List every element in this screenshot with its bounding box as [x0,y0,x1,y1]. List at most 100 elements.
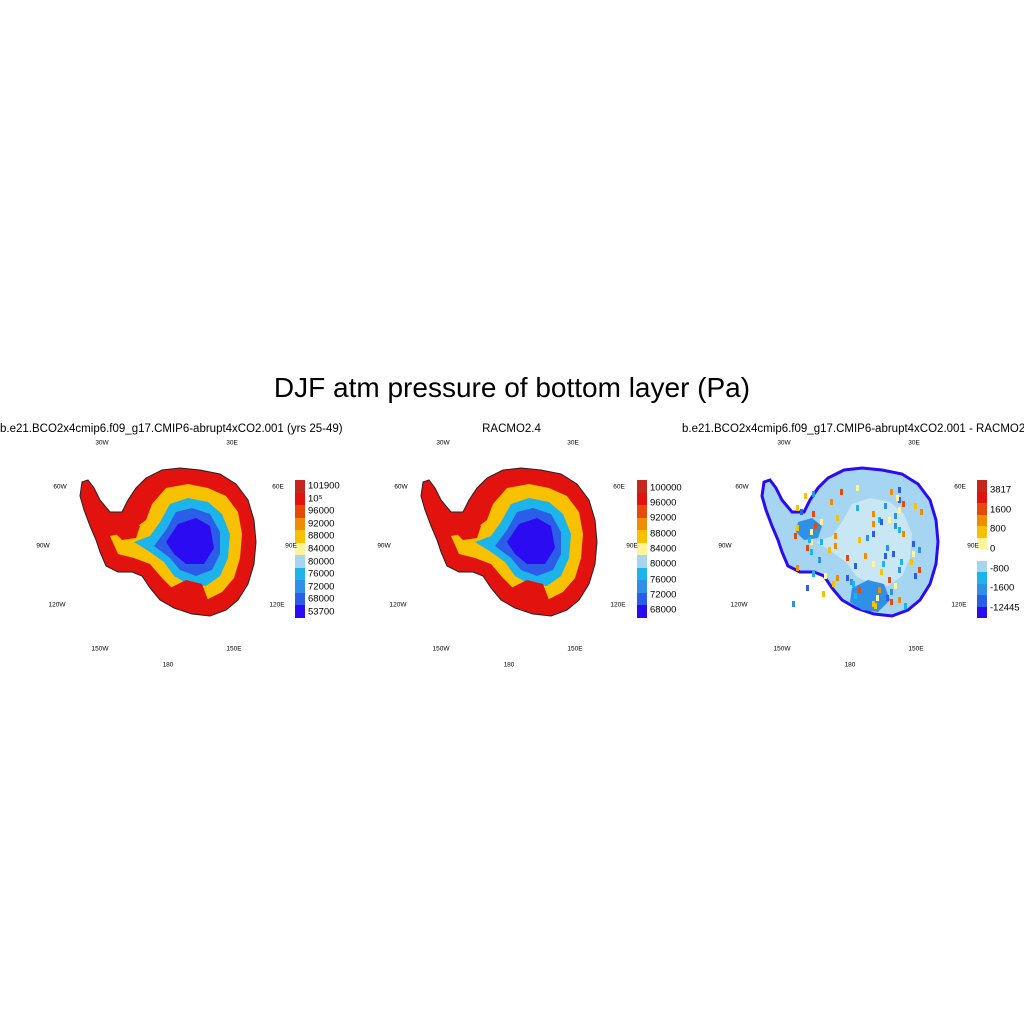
grid-cell [820,519,823,525]
grid-cell [854,593,857,599]
colorbar-tick-label: 3817 [990,484,1012,496]
colorbar-segment [637,592,647,606]
longitude-label: 120E [951,601,967,609]
grid-cell [840,489,843,495]
colorbar-segment [295,542,305,556]
colorbar-tick-label: 76000 [308,568,335,580]
grid-cell [858,537,861,543]
grid-cell [832,581,835,587]
colorbar-segment [977,480,987,492]
colorbar-segment [295,605,305,618]
longitude-label: 180 [844,661,856,669]
grid-cell [846,555,849,561]
colorbar-tick-label: 76000 [650,574,677,586]
grid-cell [872,521,875,527]
grid-cell [834,543,837,549]
grid-cell [804,493,807,499]
grid-cell [818,557,821,563]
colorbar-tick-label: 96000 [308,505,335,517]
colorbar-segment [977,595,987,607]
grid-cell [808,537,811,543]
panel-racmo: RACMO2.4 68000 72000 76000 80000 84000 88000 9… [341,420,682,680]
ross-ice-shelf [509,580,549,612]
grid-cell [824,573,827,579]
grid-cell [822,591,825,597]
grid-cell [812,511,815,517]
grid-cell [902,531,905,537]
grid-cell [914,573,917,579]
grid-cell [846,575,849,581]
longitude-label: 60E [613,483,625,491]
grid-cell [828,547,831,553]
grid-cell [918,547,921,553]
grid-cell [886,545,889,551]
grid-cell [810,529,813,535]
ronne-ice-shelf [114,518,140,540]
plateau-zone [166,518,214,564]
colorbar-segment [977,537,987,549]
longitude-label: 30E [567,439,579,447]
longitude-label: 120W [389,601,407,609]
grid-cell [904,603,907,609]
grid-cell [820,539,823,545]
colorbar-tick-label: 80000 [308,556,335,568]
colorbar-segment [295,592,305,606]
grid-cell [914,503,917,509]
grid-cell [884,503,887,509]
colorbar-segment [295,492,305,506]
longitude-label: 120W [730,601,748,609]
longitude-label: 30E [226,439,238,447]
grid-cell [874,603,877,609]
longitude-label: 90E [967,542,979,550]
grid-cell [810,539,813,545]
colorbar-tick-label: -800 [990,563,1010,575]
grid-cell [814,523,817,529]
longitude-label: 150W [432,645,450,653]
grid-cell [872,561,875,567]
grid-cell [912,551,915,557]
colorbar-segment [295,567,305,581]
antarctica-map [760,466,940,618]
grid-cell [796,565,799,571]
grid-cell [854,563,857,569]
grid-cell [800,509,803,515]
grid-cell [872,601,875,607]
grid-cell [890,489,893,495]
grid-cell [898,527,901,533]
grid-cell [910,559,913,565]
colorbar-segment [295,517,305,531]
longitude-label: 60W [735,483,749,491]
longitude-label: 150E [567,645,583,653]
colorbar-segment [295,480,305,493]
longitude-label: 90W [36,542,50,550]
grid-cell [880,569,883,575]
colorbar-segment [977,514,987,526]
grid-cell [918,567,921,573]
colorbar-tick-label: 92000 [308,518,335,530]
grid-cell [794,533,797,539]
longitude-label: 180 [503,661,515,669]
colorbar-segment [295,530,305,543]
grid-cell [890,589,893,595]
colorbar-tick-label: 100000 [650,482,682,494]
colorbar-segment [637,580,647,593]
colorbar-tick-label: 53700 [308,606,335,618]
grid-cell [810,549,813,555]
longitude-label: 60E [272,483,284,491]
colorbar-segment [637,530,647,543]
colorbar-tick-label: 0 [990,543,996,555]
colorbar-segment [637,555,647,568]
grid-cell [850,579,853,585]
grid-cell [894,523,897,529]
panel-title: b.e21.BCO2x4cmip6.f09_g17.CMIP6-abrupt4x… [0,423,343,435]
antarctica-map [79,467,257,617]
longitude-label: 150E [908,645,924,653]
colorbar-tick-label: 88000 [308,530,335,542]
colorbar-tick-label: -1600 [990,582,1015,594]
grid-cell [886,595,889,601]
grid-cell [880,519,883,525]
colorbar-tick-label: 72000 [650,589,677,601]
grid-cell [852,581,855,587]
colorbar-tick-label: 68000 [308,593,335,605]
longitude-label: 60W [394,483,408,491]
